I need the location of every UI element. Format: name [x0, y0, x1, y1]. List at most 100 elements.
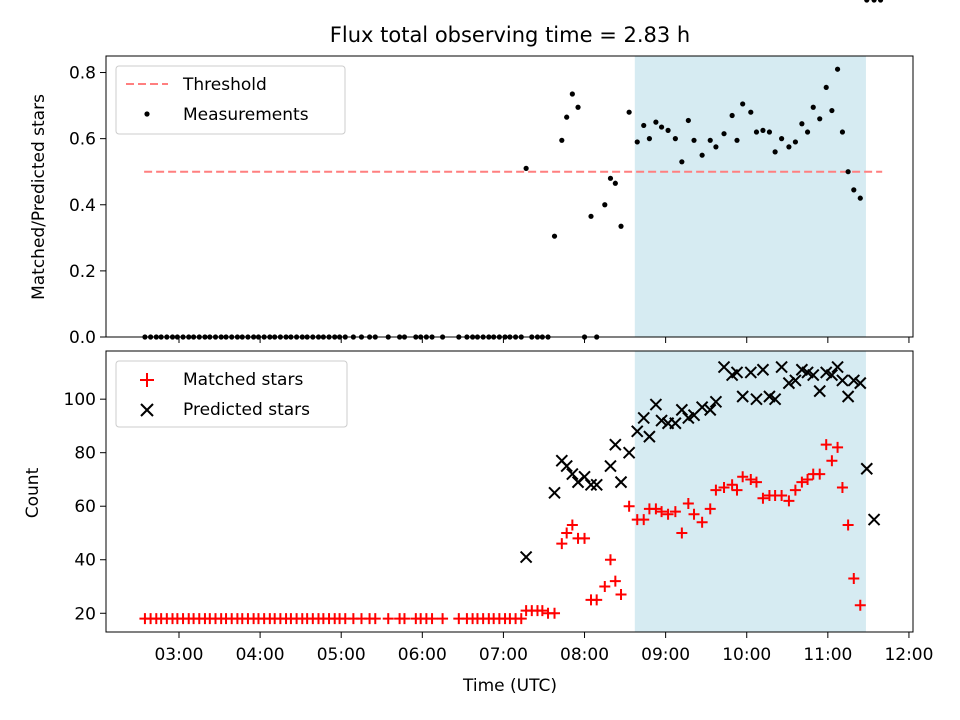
measurement-point	[575, 104, 581, 110]
x-tick-label: 04:00	[236, 645, 285, 665]
measurement-point	[559, 137, 565, 143]
measurement-point	[871, 0, 877, 3]
predicted-star-point	[704, 403, 717, 417]
measurement-point	[653, 119, 659, 125]
measurement-point	[779, 136, 785, 142]
measurement-point	[588, 213, 594, 219]
predicted-star-point	[578, 470, 591, 483]
matched-star-point	[718, 481, 730, 493]
matched-star-point	[579, 532, 591, 544]
matched-star-point	[836, 481, 848, 493]
bottom-y-axis-label: Count	[23, 467, 43, 518]
measurement-point	[804, 129, 811, 135]
matched-star-point	[704, 503, 716, 515]
predicted-star-point	[631, 425, 644, 438]
matched-stars-points	[139, 439, 866, 625]
matched-star-point	[549, 607, 561, 619]
predicted-star-point	[584, 478, 598, 492]
predicted-star-point	[609, 438, 622, 451]
matched-star-point	[656, 506, 668, 518]
predicted-star-point	[860, 462, 873, 475]
measurement-point	[699, 152, 705, 158]
x-tick-label: 10:00	[722, 645, 771, 665]
predicted-star-point	[566, 467, 579, 481]
x-tick-label: 11:00	[803, 645, 852, 665]
matched-star-point	[623, 500, 635, 512]
matched-star-point	[382, 613, 394, 625]
legend-predicted-swatch	[140, 403, 154, 417]
predicted-star-point	[836, 374, 849, 387]
predicted-star-point	[548, 486, 561, 500]
matched-star-point	[515, 613, 527, 625]
matched-star-point	[802, 473, 814, 485]
matched-star-point	[536, 605, 548, 617]
top-y-tick-label: 0.4	[69, 196, 96, 216]
measurement-point	[721, 131, 727, 137]
measurement-point	[691, 137, 697, 143]
matched-star-point	[710, 484, 722, 496]
predicted-star-point	[643, 430, 656, 443]
measurement-point	[845, 169, 851, 175]
matched-star-point	[842, 519, 854, 531]
predicted-star-point	[825, 368, 839, 382]
x-tick-label: 12:00	[884, 645, 933, 665]
predicted-star-point	[604, 459, 617, 473]
top-x-ticks	[178, 337, 910, 343]
measurement-point	[864, 0, 870, 3]
measurement-point	[766, 129, 773, 135]
bottom-panel: 20 40 60 80 100 03:00 04:00 05:00 06:00 07:00 08:…	[23, 351, 933, 696]
bottom-y-axis: 20 40 60 80 100	[64, 390, 106, 624]
bottom-legend-box	[115, 360, 348, 428]
matched-star-point	[638, 514, 650, 526]
matched-star-point	[437, 613, 449, 625]
bottom-y-tick-label: 60	[74, 497, 96, 517]
measurement-point	[646, 136, 653, 142]
predicted-star-point	[695, 400, 709, 414]
top-shaded-span	[634, 56, 866, 337]
predicted-star-point	[789, 374, 802, 387]
measurement-point	[877, 0, 884, 3]
matched-star-point	[369, 613, 381, 625]
matched-star-point	[566, 519, 578, 531]
top-plot-frame	[105, 55, 914, 338]
predicted-star-point	[756, 363, 770, 376]
matched-star-point	[737, 471, 749, 483]
predicted-star-point	[744, 366, 757, 379]
predicted-star-point	[768, 392, 782, 406]
predicted-star-point	[519, 550, 533, 564]
measurement-point	[772, 149, 778, 155]
measurement-point	[672, 136, 678, 142]
predicted-star-point	[854, 376, 867, 390]
legend-measurements-label: Measurements	[183, 105, 309, 125]
x-axis-label: Time (UTC)	[462, 676, 557, 696]
matched-star-point	[669, 506, 681, 518]
predicted-star-point	[736, 390, 749, 403]
matched-star-point	[776, 490, 788, 502]
measurement-point	[602, 202, 608, 208]
measurement-point	[734, 137, 740, 143]
measurement-point	[665, 127, 671, 133]
matched-star-point	[609, 575, 621, 587]
matched-star-point	[650, 503, 662, 515]
bottom-shaded-span	[634, 351, 866, 632]
measurement-point	[851, 187, 857, 193]
x-tick-label: 05:00	[317, 645, 366, 665]
measurement-point	[612, 180, 618, 186]
matched-star-point	[561, 527, 573, 539]
matched-star-point	[848, 572, 860, 584]
matched-star-point	[731, 484, 743, 496]
predicted-star-point	[614, 475, 628, 489]
measurement-point	[829, 107, 835, 114]
x-tick-label: 09:00	[641, 645, 690, 665]
measurement-point	[792, 139, 798, 145]
matched-star-point	[832, 441, 844, 453]
legend-measurements-swatch	[144, 111, 150, 117]
top-legend-box	[115, 65, 346, 135]
top-y-axis-label: Matched/Predicted stars	[29, 94, 49, 300]
bottom-plot-frame	[105, 350, 914, 633]
matched-star-point	[783, 495, 795, 507]
matched-star-point	[398, 613, 410, 625]
x-tick-label: 03:00	[154, 645, 203, 665]
x-tick-label: 06:00	[398, 645, 447, 665]
